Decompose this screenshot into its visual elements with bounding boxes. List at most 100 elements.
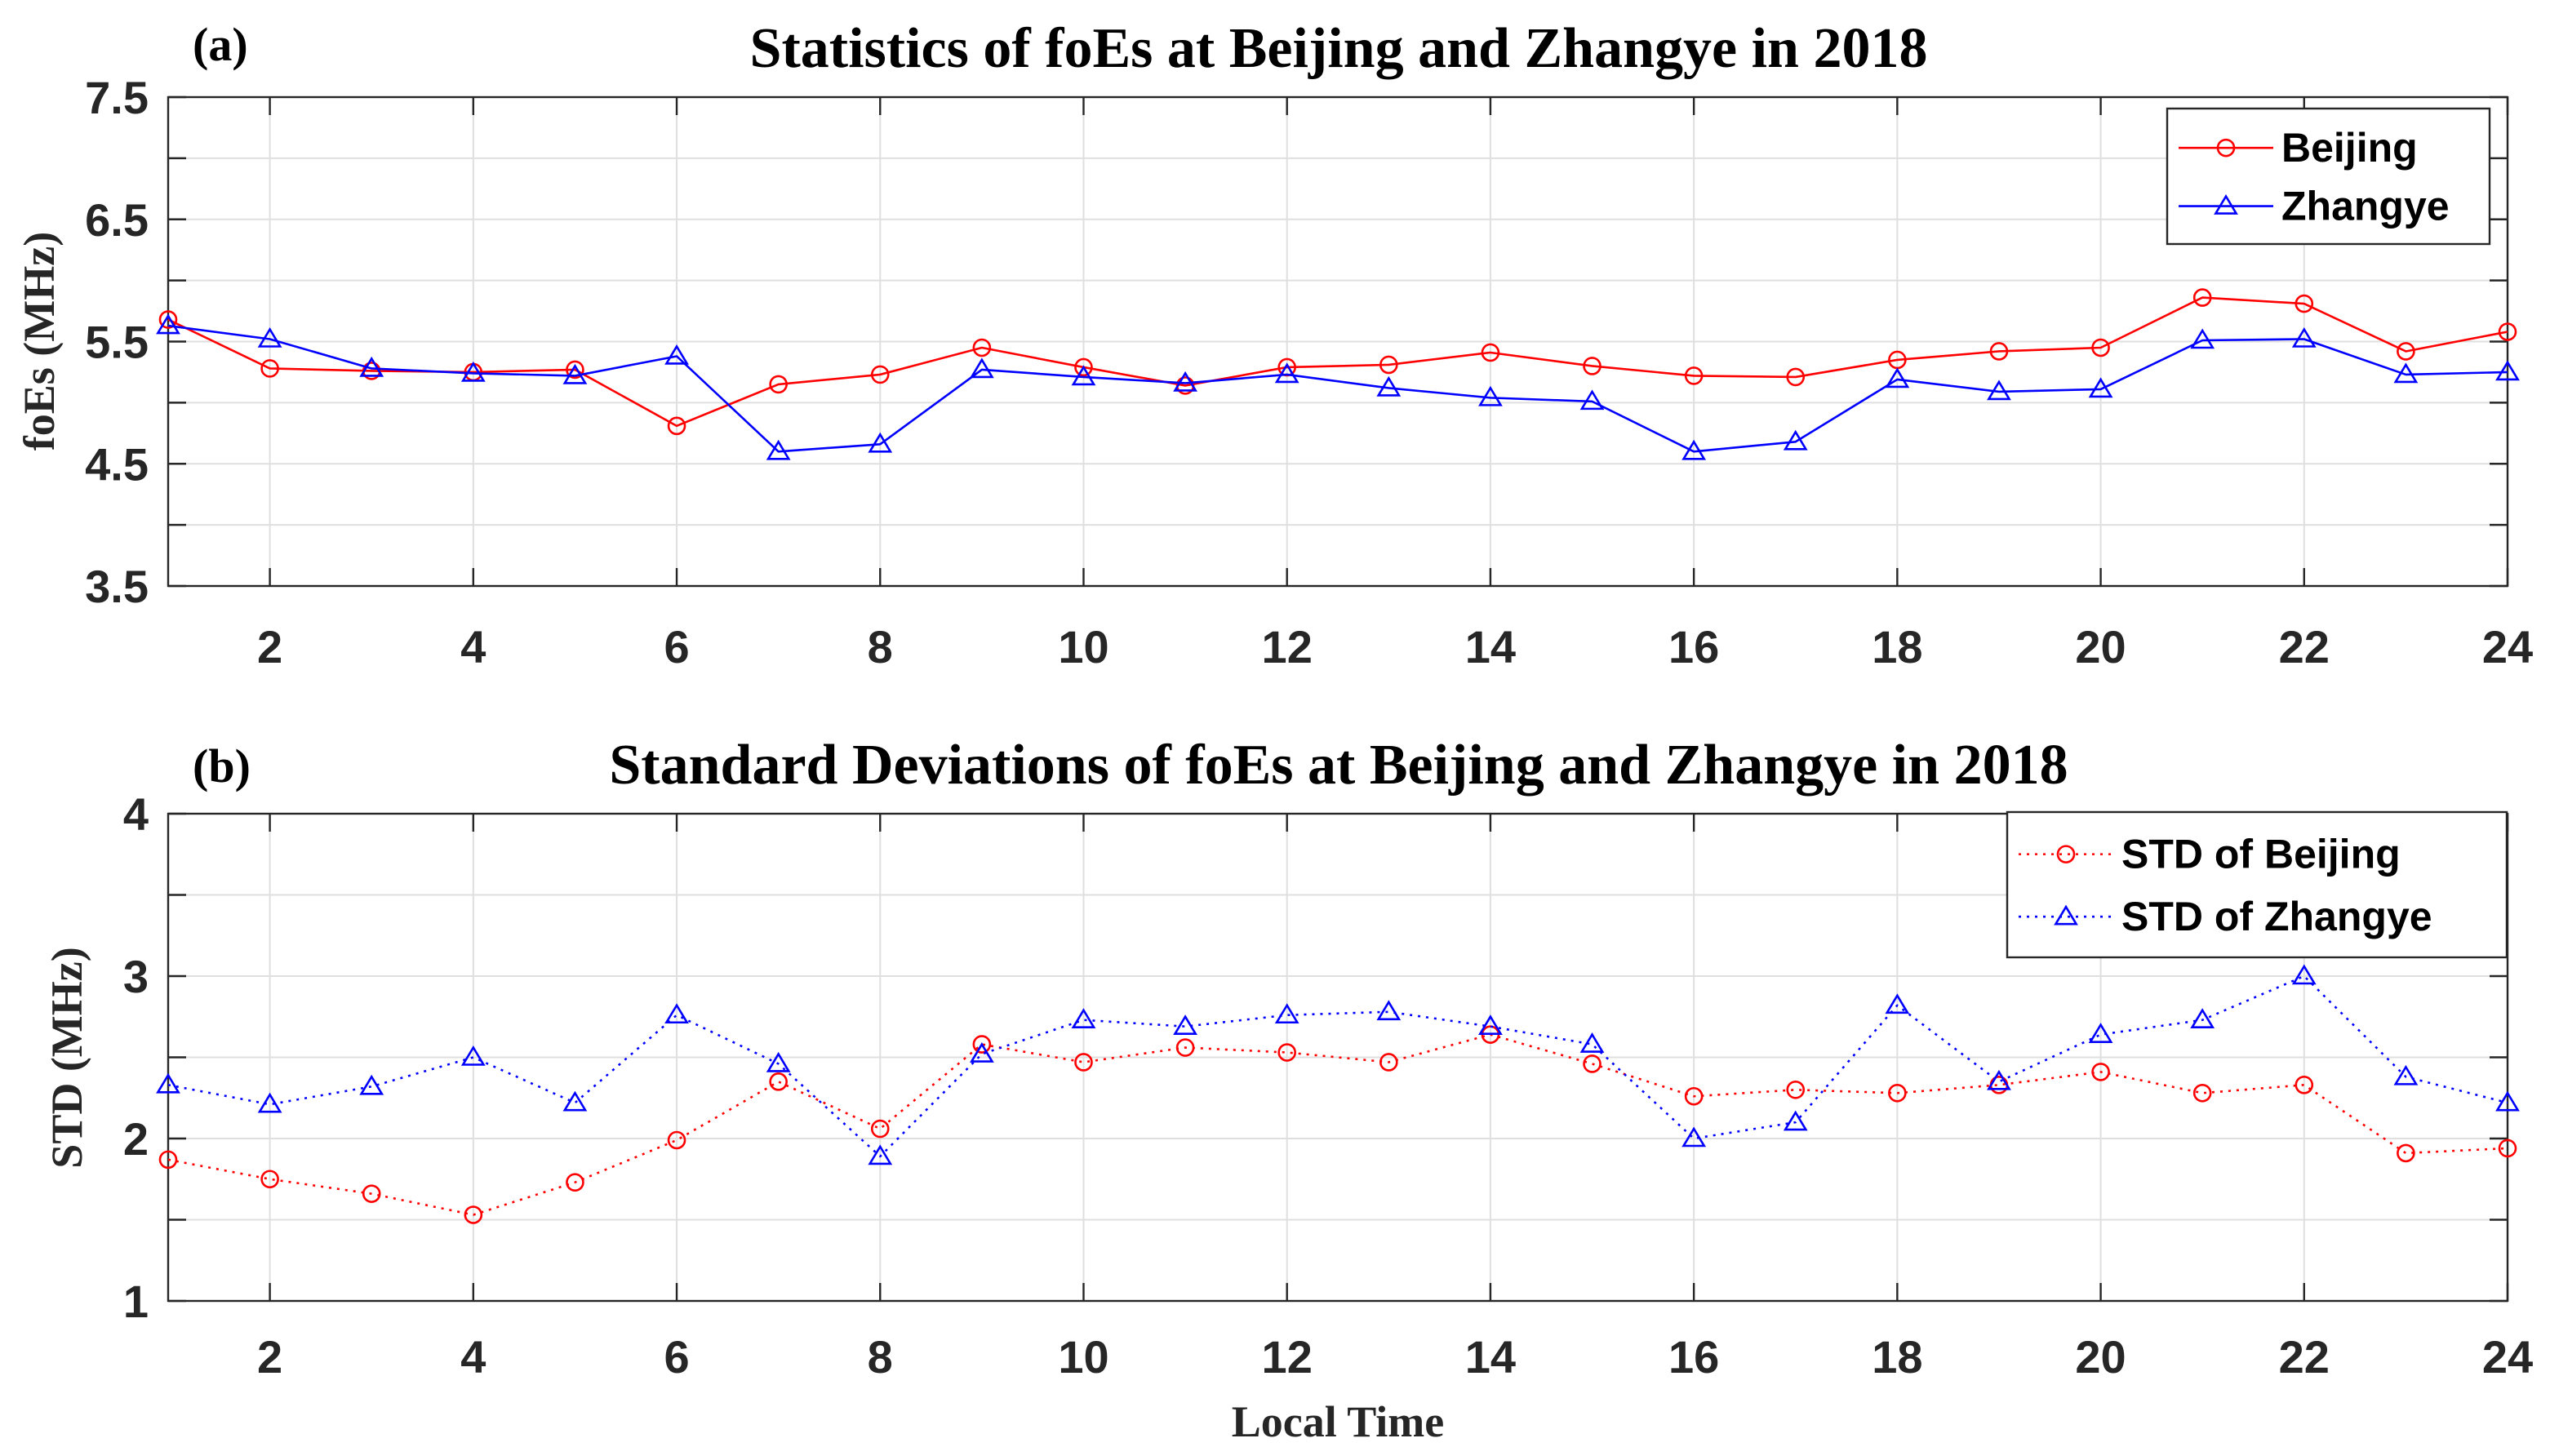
panel-b-series-1-point: [2397, 1143, 2415, 1163]
panel-b-series-1-point: [2192, 1083, 2212, 1103]
panel-a-series-1-point: [1786, 367, 1806, 387]
panel-a-panel-label: (a): [193, 18, 248, 71]
panel-b-series-1-point: [362, 1184, 381, 1203]
panel-b-series-2-point: [562, 1090, 588, 1112]
panel-b-series-2-point: [1783, 1110, 1808, 1131]
panel-a-x-tick-label: 8: [868, 621, 893, 673]
panel-b-series-line-2: [167, 974, 2508, 1158]
panel-b-y-axis-title: STD (MHz): [42, 947, 91, 1168]
panel-b-series-2-point: [1885, 993, 1910, 1014]
panel-a-series-2-point: [1987, 380, 2011, 401]
panel-b-y-tick-label: 3: [123, 951, 149, 1002]
panel-a-series-1-point: [870, 365, 890, 384]
panel-a-series-2-point: [1579, 389, 1605, 411]
panel-b-legend: [2006, 810, 2508, 959]
panel-b-series-2-point: [969, 1041, 994, 1063]
panel-b-x-tick-label: 24: [2482, 1331, 2533, 1383]
panel-a-series-1-point: [2192, 288, 2212, 307]
panel-a-series-2-point: [460, 361, 486, 382]
panel-a-series-2-point: [359, 356, 384, 377]
panel-a-series-2-point: [1783, 429, 1808, 451]
panel-b-x-tick-label: 16: [1668, 1331, 1719, 1383]
panel-b-x-tick-label: 22: [2279, 1331, 2330, 1383]
panel-a-x-tick-label: 18: [1872, 621, 1922, 673]
panel-b-series-1-point: [158, 1150, 178, 1170]
panel-b-series-2-point: [156, 1072, 180, 1094]
panel-b-series-1-point: [566, 1173, 584, 1192]
panel-a-x-tick-label: 12: [1262, 621, 1313, 673]
panel-a-x-tick-label: 24: [2482, 621, 2533, 673]
panel-a-y-tick-label: 7.5: [85, 72, 149, 123]
panel-b-legend-marker-1: [2056, 845, 2076, 863]
panel-b-series-2-point: [2495, 1090, 2520, 1112]
panel-b-series-1-point: [2498, 1139, 2517, 1158]
panel-b-x-tick-label: 20: [2075, 1331, 2126, 1383]
panel-a-series-2-point: [1885, 367, 1910, 388]
panel-b-series-1-point: [1175, 1038, 1195, 1057]
panel-b-series-2-point: [2393, 1064, 2419, 1085]
panel-a-x-tick-label: 14: [1465, 621, 1516, 673]
panel-b-series-1-point: [972, 1035, 992, 1054]
panel-b-series-2-point: [257, 1092, 282, 1113]
panel-a-series-2-point: [2088, 377, 2113, 398]
panel-b-x-tick-label: 14: [1465, 1331, 1516, 1383]
panel-a-y-axis-title: foEs (MHz): [15, 232, 64, 451]
panel-a-series-1-point: [667, 416, 686, 436]
panel-b-series-2-point: [1579, 1032, 1605, 1053]
panel-a-legend-label-2: Zhangye: [2281, 184, 2450, 229]
panel-a-legend-label-1: Beijing: [2281, 125, 2418, 171]
panel-b-series-2-point: [1071, 1008, 1096, 1029]
panel-a-series-1-point: [158, 310, 178, 329]
panel-a-x-tick-label: 16: [1668, 621, 1719, 673]
panel-b-series-1-point: [1074, 1053, 1093, 1072]
panel-a-y-tick-label: 4.5: [85, 438, 149, 490]
panel-b-series-2-point: [359, 1074, 384, 1095]
panel-b-series-1-point: [1583, 1054, 1602, 1073]
panel-b-series-line-1: [167, 1033, 2508, 1216]
panel-b-title: Standard Deviations of foEs at Beijing a…: [609, 734, 2068, 797]
panel-a-series-1-point: [260, 359, 279, 378]
panel-b-series-2-point: [2190, 1008, 2215, 1029]
panel-b-legend-marker-2: [2054, 904, 2078, 926]
panel-a-x-tick-label: 22: [2279, 621, 2330, 673]
panel-a-series-1-point: [1074, 357, 1093, 377]
panel-b-series-1-point: [2295, 1076, 2314, 1094]
panel-a-x-tick-label: 2: [257, 621, 282, 673]
panel-a-series-1-point: [2397, 342, 2415, 361]
panel-a-series-2-point: [257, 326, 282, 348]
panel-a-series-1-point: [2498, 322, 2517, 341]
panel-b-series-2-point: [460, 1045, 486, 1066]
panel-b-series-2-point: [1681, 1126, 1707, 1147]
panel-a-series-line-2: [167, 324, 2508, 453]
panel-b-series-2-point: [1478, 1014, 1503, 1035]
panel-a-y-tick-label: 5.5: [85, 317, 149, 368]
panel-a-series-2-point: [2495, 360, 2520, 381]
panel-b-series-1-point: [2091, 1063, 2110, 1081]
panel-a-x-tick-label: 10: [1058, 621, 1108, 673]
panel-b-y-tick-label: 4: [123, 788, 149, 840]
panel-a-series-2-point: [1173, 371, 1197, 392]
panel-a-y-tick-label: 6.5: [85, 194, 149, 246]
panel-b-series-2-point: [1173, 1014, 1197, 1035]
panel-a-x-tick-label: 4: [460, 621, 486, 673]
panel-a-series-2-point: [156, 313, 180, 335]
panel-a-series-1-point: [1481, 343, 1500, 362]
panel-a-series-2-point: [2291, 326, 2317, 348]
panel-b-series-1-point: [260, 1170, 279, 1189]
panel-a-x-tick-label: 20: [2075, 621, 2126, 673]
panel-b-series-2-point: [1376, 1000, 1402, 1021]
panel-a-series-2-point: [1376, 375, 1402, 397]
panel-b-x-tick-label: 8: [868, 1331, 893, 1383]
panel-a-legend-marker-1: [2216, 138, 2236, 158]
panel-b-x-tick-label: 10: [1058, 1331, 1108, 1383]
panel-a-series-1-point: [972, 338, 992, 357]
panel-a-legend: [2166, 107, 2491, 246]
panel-b-x-tick-label: 12: [1262, 1331, 1313, 1383]
panel-a-series-2-point: [1071, 365, 1096, 386]
panel-b-series-2-point: [868, 1144, 893, 1165]
panel-b-series-2-point: [766, 1051, 791, 1072]
panel-b-x-tick-label: 6: [664, 1331, 689, 1383]
panel-a-series-1-point: [1379, 355, 1398, 375]
panel-b-x-tick-label: 4: [460, 1331, 486, 1383]
